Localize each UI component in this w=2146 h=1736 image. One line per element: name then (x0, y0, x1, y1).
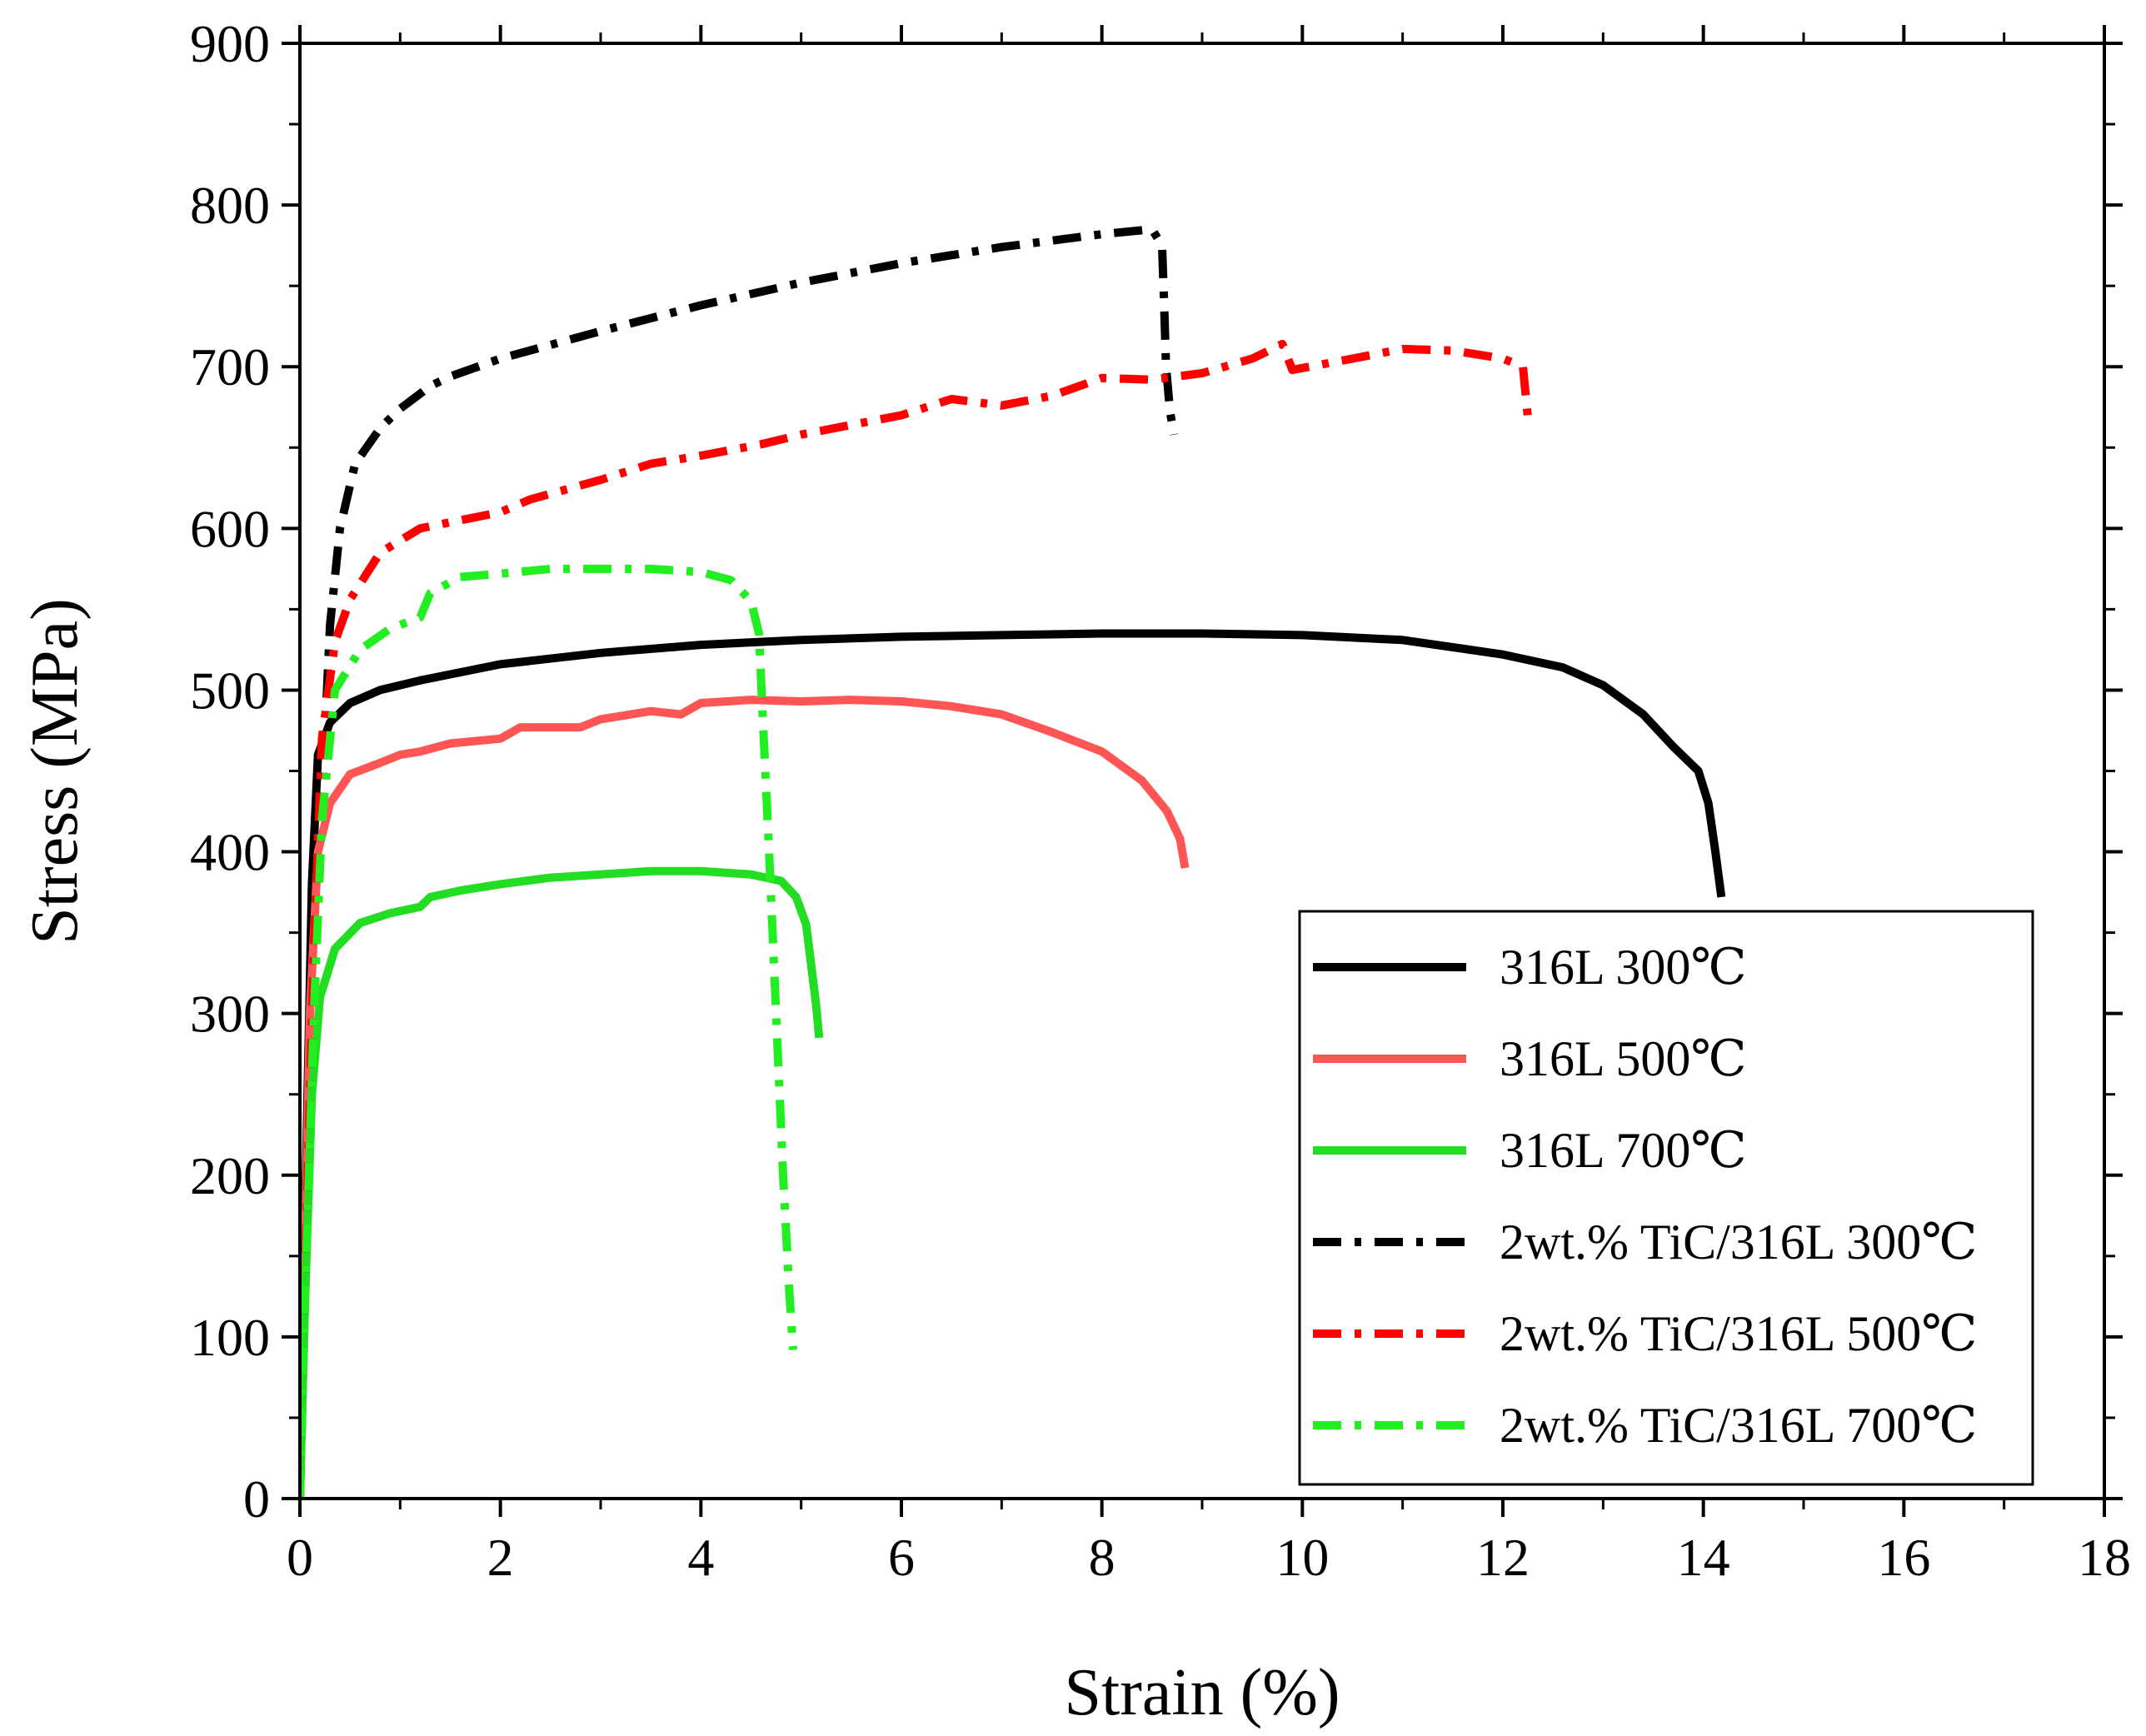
series-line-6 (300, 564, 797, 1499)
y-tick-label: 500 (190, 661, 270, 720)
legend-label-2: 316L 500℃ (1500, 1031, 1747, 1086)
series-layer (300, 225, 1726, 1499)
y-tick-label: 600 (190, 499, 270, 558)
series-line-4 (300, 225, 1179, 1499)
plot-frame (298, 42, 2106, 1500)
x-tick-label: 8 (1089, 1528, 1115, 1587)
legend-label-4: 2wt.% TiC/316L 300℃ (1500, 1215, 1977, 1270)
x-tick-label: 0 (287, 1528, 313, 1587)
x-tick-label: 18 (2078, 1528, 2131, 1587)
series-line-5 (300, 340, 1533, 1499)
legend-box (1298, 910, 2034, 1486)
x-tick-label: 14 (1677, 1528, 1730, 1587)
y-tick-label: 200 (190, 1146, 270, 1205)
y-tick-label: 100 (190, 1308, 270, 1367)
x-tick-label: 4 (687, 1528, 714, 1587)
x-tick-label: 10 (1275, 1528, 1329, 1587)
y-axis-title: Stress (MPa) (18, 598, 92, 945)
legend-label-5: 2wt.% TiC/316L 500℃ (1500, 1306, 1977, 1361)
y-tick-label: 300 (190, 985, 270, 1044)
legend-label-6: 2wt.% TiC/316L 700℃ (1500, 1398, 1977, 1453)
y-tick-label: 900 (190, 14, 270, 73)
x-tick-label: 6 (888, 1528, 915, 1587)
legend-label-1: 316L 300℃ (1500, 940, 1747, 995)
y-tick-label: 400 (190, 823, 270, 882)
legend: 316L 300℃ 316L 500℃ 316L 700℃ 2wt.% TiC/316… (1298, 910, 2034, 1486)
series-line-3 (300, 866, 824, 1499)
x-tick-label: 2 (487, 1528, 514, 1587)
tick-labels: 0 2 4 6 8 10 12 14 16 18 0 100 200 300 400 500 600 700 800… (190, 14, 2131, 1587)
y-tick-label: 800 (190, 176, 270, 235)
legend-label-3: 316L 700℃ (1500, 1123, 1747, 1178)
x-tick-label: 12 (1476, 1528, 1530, 1587)
series-line-2 (300, 696, 1190, 1499)
x-tick-label: 16 (1877, 1528, 1930, 1587)
series-line-1 (300, 629, 1726, 1499)
x-axis-title: Strain (%) (1064, 1656, 1340, 1729)
y-tick-label: 0 (243, 1469, 270, 1529)
axis-ticks (282, 25, 2123, 1517)
y-tick-label: 700 (190, 337, 270, 397)
